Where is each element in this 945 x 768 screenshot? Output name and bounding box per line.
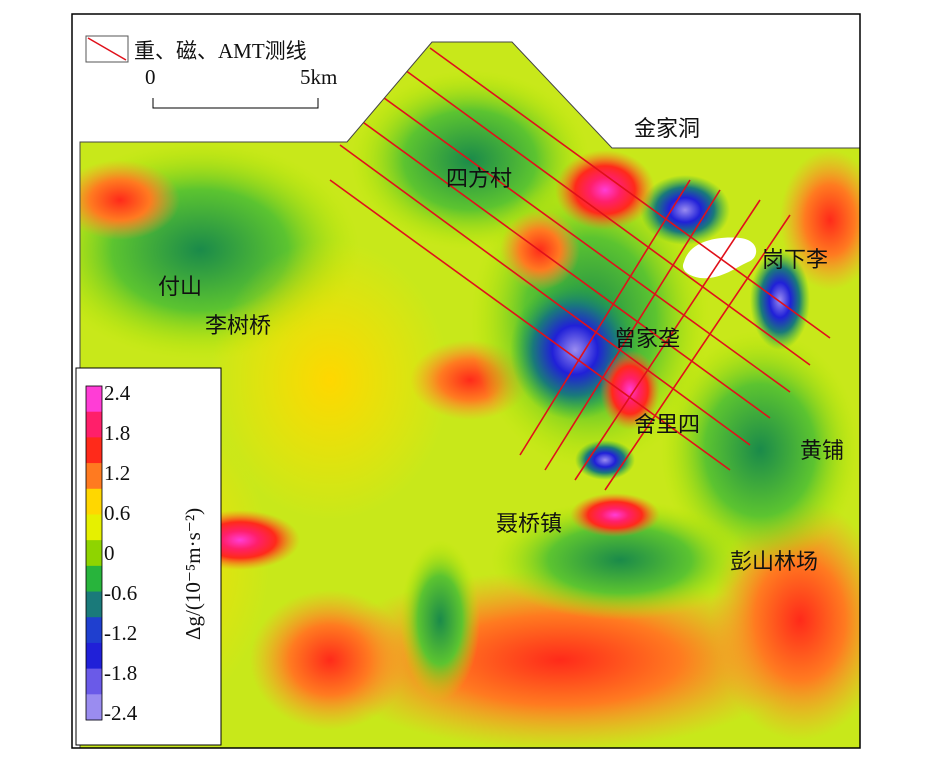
colorbar-tick-label: 0.6	[104, 501, 130, 525]
colorbar-tick-label: -1.2	[104, 621, 137, 645]
place-shelisi: 舍里四	[634, 413, 700, 438]
colorbar-tick-label: 1.8	[104, 421, 130, 445]
scale-end-label: 5km	[300, 65, 337, 89]
place-fushan: 付山	[158, 275, 202, 300]
colorbar-ticks: 2.4 1.8 1.2 0.6 0 -0.6 -1.2 -1.8 -2.4	[104, 381, 138, 725]
colorbar-tick-label: 1.2	[104, 461, 130, 485]
place-pengshanlinchang: 彭山林场	[730, 550, 818, 575]
colorbar-swatch	[86, 463, 102, 490]
colorbar-swatch	[86, 591, 102, 618]
colorbar-swatch	[86, 668, 102, 695]
colorbar-tick-label: -0.6	[104, 581, 137, 605]
place-nieqiaozhen: 聂桥镇	[496, 512, 562, 537]
place-zengjiaao: 曾家垄	[614, 327, 680, 352]
survey-lines	[329, 47, 831, 491]
colorbar-tick-label: -1.8	[104, 661, 137, 685]
colorbar-panel: 2.4 1.8 1.2 0.6 0 -0.6 -1.2 -1.8 -2.4 Δg/(10⁻⁵m·…	[75, 367, 222, 746]
colorbar-swatch	[86, 514, 102, 541]
colorbar-swatches	[85, 385, 103, 721]
colorbar-swatch	[86, 617, 102, 644]
place-huangpu: 黄铺	[800, 439, 844, 464]
scale-bar	[152, 98, 319, 109]
colorbar-swatch	[86, 540, 102, 567]
colorbar-swatch	[86, 488, 102, 515]
place-labels: 金家洞 四方村 岗下李 付山 李树桥 曾家垄 舍里四 黄铺 聂桥镇 彭山林场	[158, 117, 844, 575]
colorbar-tick-label: 2.4	[104, 381, 131, 405]
colorbar-frame	[85, 385, 103, 721]
colorbar-swatch	[86, 386, 102, 413]
colorbar-axis-label: Δg/(10⁻⁵m·s⁻²)	[181, 508, 205, 640]
scale-start-label: 0	[145, 65, 156, 89]
legend: 重、磁、AMT测线 0 5km	[85, 35, 337, 109]
colorbar-swatch	[86, 437, 102, 464]
place-jinjiadong: 金家洞	[634, 117, 700, 142]
survey-line-sample	[87, 37, 127, 61]
colorbar-swatch	[86, 694, 102, 721]
colorbar-swatch	[86, 642, 102, 670]
survey-line-label: 重、磁、AMT测线	[134, 39, 307, 63]
place-sifangcun: 四方村	[446, 167, 512, 192]
colorbar-swatch	[86, 411, 102, 438]
colorbar-tick-label: -2.4	[104, 701, 138, 725]
colorbar-swatch	[86, 565, 102, 593]
place-gangxiali: 岗下李	[762, 248, 828, 273]
colorbar-tick-label: 0	[104, 541, 115, 565]
place-lishuqiao: 李树桥	[205, 314, 271, 339]
outer-frame	[71, 13, 861, 749]
